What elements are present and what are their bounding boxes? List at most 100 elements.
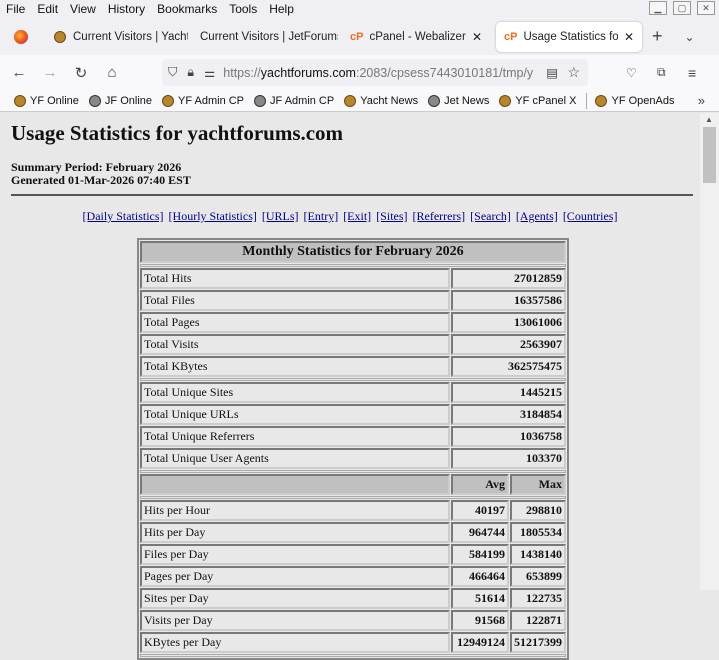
list-tabs-chevron-down-icon[interactable]: ⌄ [684, 29, 695, 44]
stat-value: 2563907 [451, 334, 566, 355]
separator-row [140, 654, 566, 657]
yf-favicon-icon [162, 94, 174, 107]
avg-value: 584199 [451, 544, 509, 565]
stat-label: Hits per Day [140, 522, 450, 543]
menu-hamburger-icon[interactable]: ≡ [688, 64, 697, 81]
minimize-button[interactable]: ▁ [649, 1, 667, 15]
cpanel-icon: cP [504, 30, 518, 43]
bookmark-jf-online[interactable]: JF Online [88, 94, 152, 107]
table-row: Hits per Hour 40197 298810 [140, 500, 566, 521]
more-bookmarks-chevron-icon[interactable]: » [697, 93, 705, 108]
report-link[interactable]: [Sites] [376, 209, 408, 223]
report-link[interactable]: [Referrers] [412, 209, 466, 223]
vertical-scrollbar[interactable]: ▲ [700, 113, 719, 590]
stat-value: 27012859 [451, 268, 566, 289]
bookmark-yf-openads[interactable]: YF OpenAds [595, 94, 674, 107]
separator-row [140, 470, 566, 473]
bookmark-yf-cpanel-x[interactable]: YF cPanel X [499, 94, 576, 107]
tab-current-visitors-jetforums[interactable]: Current Visitors | JetForums✕ [200, 30, 338, 43]
menu-help[interactable]: Help [269, 2, 294, 16]
summary-period: Summary Period: February 2026 [11, 160, 182, 174]
jf-favicon-icon [88, 94, 101, 107]
back-icon[interactable]: ← [11, 64, 27, 81]
maximize-button[interactable]: ▢ [673, 1, 691, 15]
home-icon[interactable]: ⌂ [107, 64, 117, 81]
report-link[interactable]: [Hourly Statistics] [168, 209, 257, 223]
table-row: KBytes per Day 12949124 51217399 [140, 632, 566, 653]
table-row: Sites per Day 51614 122735 [140, 588, 566, 609]
monthly-statistics-table: Monthly Statistics for February 2026 Tota… [137, 238, 569, 660]
bookmark-star-icon[interactable]: ☆ [567, 64, 580, 80]
pocket-icon[interactable]: ♡ [626, 65, 637, 80]
bookmark-yf-online[interactable]: YF Online [14, 94, 79, 107]
summary-info: Summary Period: February 2026 Generated … [11, 161, 191, 187]
bookmark-jet-news[interactable]: Jet News [428, 94, 489, 107]
lock-icon[interactable]: 🔒︎ [187, 65, 195, 79]
table-header-row: Monthly Statistics for February 2026 [140, 241, 566, 263]
bookmark-yf-admin-cp[interactable]: YF Admin CP [162, 94, 244, 107]
stat-value: 103370 [451, 448, 566, 469]
yf-favicon-icon [499, 94, 512, 107]
bookmark-yacht-news[interactable]: Yacht News [344, 94, 418, 107]
jf-favicon-icon [428, 94, 441, 107]
tab-cpanel-webalizer[interactable]: cP cPanel - Webalizer ✕ [350, 29, 482, 44]
report-link[interactable]: [Exit] [343, 209, 372, 223]
url-bar[interactable]: ⛉ 🔒︎ ⚌ https://yachtforums.com:2083/cpse… [162, 59, 588, 86]
max-value: 653899 [510, 566, 566, 587]
max-value: 298810 [510, 500, 566, 521]
cpanel-icon: cP [350, 30, 364, 43]
shield-icon[interactable]: ⛉ [168, 65, 178, 79]
stat-value: 1445215 [451, 382, 566, 403]
menu-view[interactable]: View [70, 2, 96, 16]
stat-label: Pages per Day [140, 566, 450, 587]
avg-value: 964744 [451, 522, 509, 543]
report-link[interactable]: [Agents] [515, 209, 558, 223]
avg-value: 466464 [451, 566, 509, 587]
yf-favicon-icon [54, 30, 66, 43]
stat-value: 3184854 [451, 404, 566, 425]
stat-label: Total Files [140, 290, 450, 311]
report-link[interactable]: [Search] [470, 209, 511, 223]
scroll-up-icon[interactable]: ▲ [705, 115, 713, 124]
table-row: Total Files 16357586 [140, 290, 566, 311]
extensions-icon[interactable]: ⧉ [657, 65, 666, 79]
menu-edit[interactable]: Edit [37, 2, 59, 16]
firefox-icon[interactable] [14, 29, 28, 44]
permissions-icon[interactable]: ⚌ [204, 66, 216, 80]
bookmark-jf-admin-cp[interactable]: JF Admin CP [254, 94, 334, 107]
table-row: Total Unique User Agents 103370 [140, 448, 566, 469]
reader-view-icon[interactable]: ▤ [542, 65, 558, 80]
avg-value: 51614 [451, 588, 509, 609]
report-link[interactable]: [Countries] [562, 209, 618, 223]
menu-history[interactable]: History [107, 2, 146, 16]
menu-tools[interactable]: Tools [229, 2, 258, 16]
stat-label: Total Unique Referrers [140, 426, 450, 447]
avg-max-header-row: Avg Max [140, 474, 566, 495]
close-tab-icon[interactable]: ✕ [623, 29, 634, 44]
menu-file[interactable]: File [6, 2, 26, 16]
report-link[interactable]: [Daily Statistics] [82, 209, 164, 223]
forward-icon[interactable]: → [42, 64, 58, 81]
menu-bookmarks[interactable]: Bookmarks [157, 2, 218, 16]
tab-current-visitors-yacht[interactable]: Current Visitors | Yacht✕ [46, 22, 188, 52]
reload-icon[interactable]: ↻ [74, 64, 88, 82]
stat-label: Total Pages [140, 312, 450, 333]
table-row: Total Unique URLs 3184854 [140, 404, 566, 425]
report-link[interactable]: [Entry] [303, 209, 339, 223]
close-window-button[interactable]: ✕ [697, 1, 715, 15]
report-link[interactable]: [URLs] [261, 209, 299, 223]
table-row: Total Unique Referrers 1036758 [140, 426, 566, 447]
tab-bar: Current Visitors | Yacht✕ Current Visito… [0, 18, 719, 55]
stat-value: 16357586 [451, 290, 566, 311]
avg-value: 91568 [451, 610, 509, 631]
stat-value: 13061006 [451, 312, 566, 333]
table-row: Visits per Day 91568 122871 [140, 610, 566, 631]
yf-favicon-icon [14, 94, 26, 107]
close-tab-icon[interactable]: ✕ [471, 29, 482, 44]
scrollbar-thumb[interactable] [703, 127, 716, 183]
new-tab-button[interactable]: + [652, 26, 663, 46]
yf-favicon-icon [344, 94, 357, 107]
generated-date: Generated 01-Mar-2026 07:40 EST [11, 173, 191, 187]
menu-bar: File Edit View History Bookmarks Tools H… [0, 0, 719, 18]
